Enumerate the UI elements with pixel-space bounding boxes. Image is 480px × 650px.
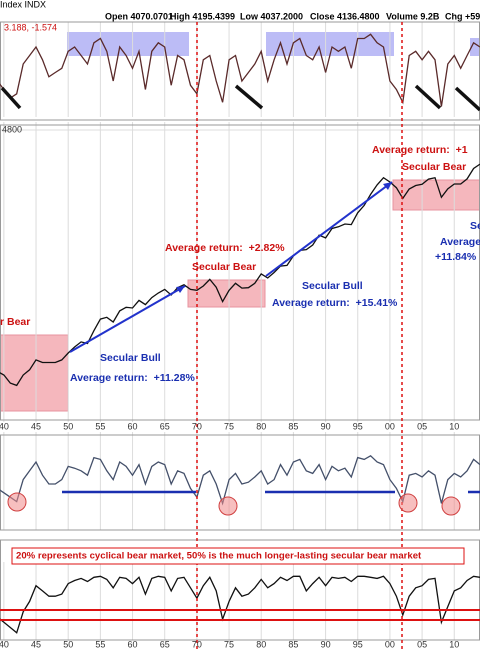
close: Close 4136.4800 [310,11,380,21]
bear-zones [0,179,480,412]
series-line [0,454,480,506]
dip-circle [441,496,461,516]
x-tick-label: 10 [449,421,459,431]
arrow-head [176,286,185,293]
annotation: +11.84% [435,251,477,263]
annotation: r Bear [0,316,30,328]
x-tick-label: 50 [63,421,73,431]
volume: Volume 9.2B [386,11,440,21]
x-tick-label: 70 [192,639,202,649]
x-tick-label: 00 [385,421,395,431]
series-line [0,163,480,387]
annotation: Average return: +11.28% [70,372,195,384]
note: 20% represents cyclical bear market, 50%… [16,551,422,562]
decorations: 20% represents cyclical bear market, 50%… [0,22,480,650]
zone [470,38,480,56]
change: Chg +59. [445,11,480,21]
x-tick-label: 45 [31,421,41,431]
x-tick-label: 90 [321,639,331,649]
trend-arrow [69,285,186,353]
x-tick-label: 45 [31,639,41,649]
symbol: Index INDX [0,0,46,9]
x-tick-label: 60 [128,421,138,431]
zone [392,179,480,211]
header: Index INDX Open 4070.0701 High 4195.4399… [0,0,480,21]
x-tick-label: 55 [95,421,105,431]
x-tick-label: 95 [353,639,363,649]
arrow [0,86,22,110]
annotation: Secular Bear [402,161,466,173]
x-tick-label: 70 [192,421,202,431]
x-tick-label: 65 [160,639,170,649]
y-tick-label: 4800 [2,124,22,134]
annotation: Average return: +1 [372,144,468,156]
dip-circle [398,493,418,513]
annotation: Secular Bear [192,261,256,273]
x-tick-label: 80 [256,639,266,649]
zone [0,334,69,412]
x-tick-label: 10 [449,639,459,649]
x-tick-label: 40 [0,421,9,431]
x-tick-label: 60 [128,639,138,649]
x-tick-label: 50 [63,639,73,649]
dip-circles [7,492,461,516]
series-line [0,575,480,634]
x-tick-label: 05 [417,421,427,431]
high: High 4195.4399 [170,11,235,21]
x-tick-label: 05 [417,639,427,649]
dip-circle [218,496,238,516]
arrow [234,84,264,110]
annotation: Secular Bull [100,352,161,364]
open: Open 4070.0701 [105,11,173,21]
x-tick-label: 95 [353,421,363,431]
x-tick-label: 85 [288,421,298,431]
trend-arrow [265,181,393,277]
annotation: Secular Bull [302,280,363,292]
x-tick-label: 75 [224,421,234,431]
top-zones [67,32,480,56]
arrow-head [383,182,392,190]
annotation: Se [470,220,480,232]
x-tick-label: 80 [256,421,266,431]
note-box [11,547,465,565]
x-tick-label: 90 [321,421,331,431]
dip-circle [7,492,27,512]
annotation: Average return: +15.41% [272,297,398,309]
annotation: Average [440,236,480,248]
x-tick-label: 55 [95,639,105,649]
x-tick-label: 65 [160,421,170,431]
zone [67,32,189,56]
x-tick-label: 40 [0,639,9,649]
x-tick-label: 85 [288,639,298,649]
arrow [414,84,442,110]
low: Low 4037.2000 [240,11,303,21]
x-tick-label: 00 [385,639,395,649]
marks [0,33,480,634]
annotation: Average return: +2.82% [165,242,285,254]
indicator-values: 3.188, -1.574 [4,22,57,32]
x-tick-label: 75 [224,639,234,649]
arrows [0,84,480,112]
arrow [454,86,480,112]
series-line [0,33,480,107]
